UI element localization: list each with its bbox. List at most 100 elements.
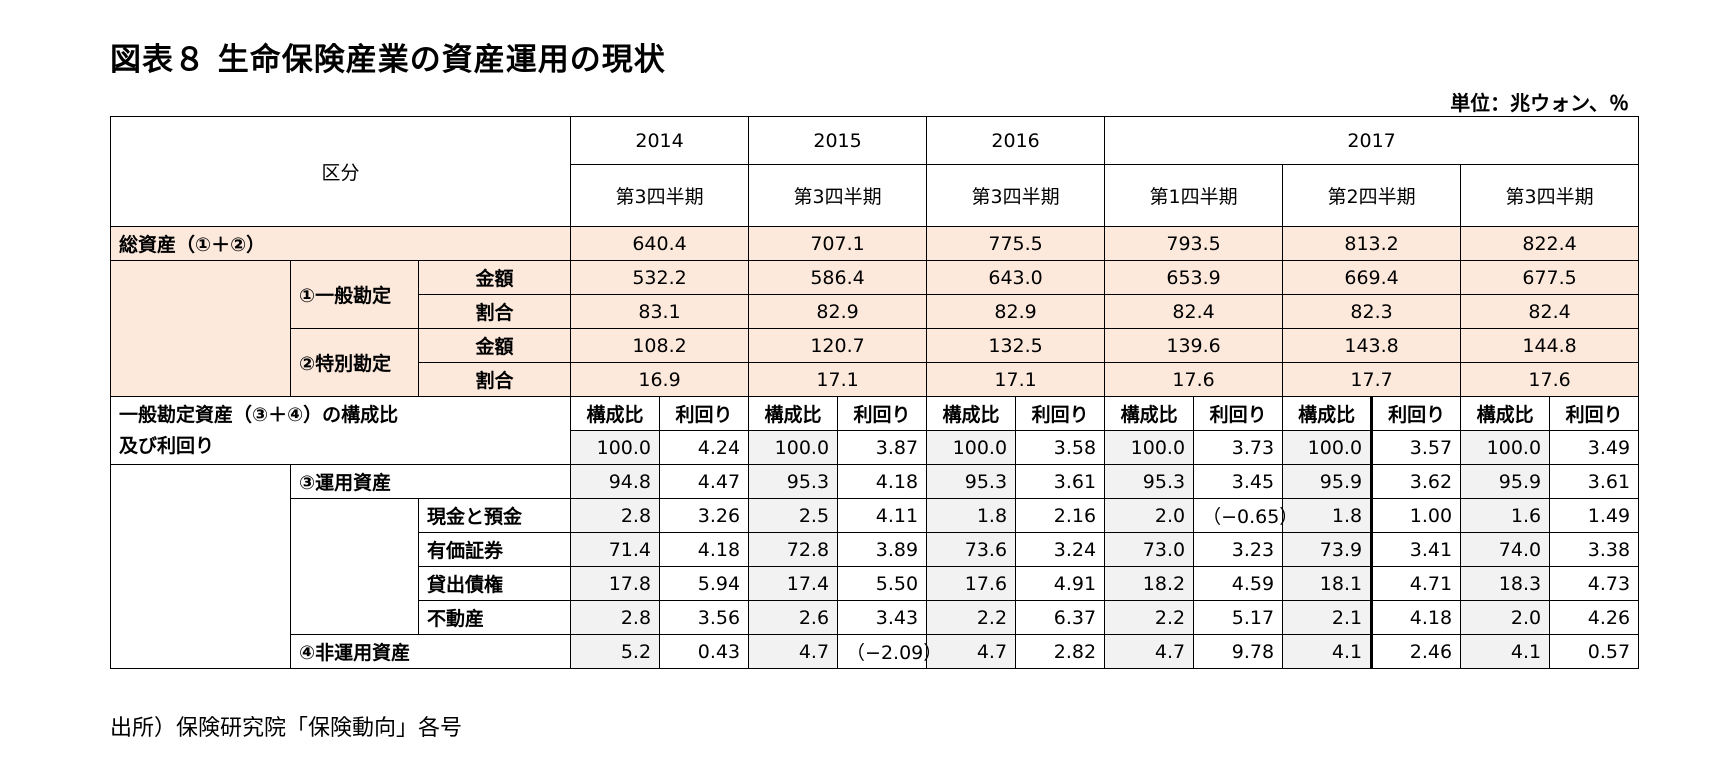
sub-row-value: 71.4 — [570, 532, 661, 567]
sub-row-value: 74.0 — [1460, 532, 1551, 567]
composition-total-value: 3.73 — [1193, 430, 1284, 465]
category-header: 区分 — [109, 116, 572, 227]
sub-row-value: 3.56 — [659, 600, 750, 635]
general-ratio-value: 83.1 — [570, 294, 750, 329]
composition-total-value: 100.0 — [1282, 430, 1373, 465]
non-operating-value: （−2.09） — [837, 634, 942, 669]
page-title: 図表８ 生命保険産業の資産運用の現状 — [110, 42, 666, 78]
yield-col-header: 利回り — [1549, 396, 1640, 431]
year-header: 2014 — [570, 116, 750, 165]
sub-row-value: 4.11 — [837, 498, 928, 533]
sub-row-value: 2.1 — [1282, 600, 1373, 635]
sub-row-value: 1.8 — [926, 498, 1017, 533]
general-amount-value: 532.2 — [570, 260, 750, 295]
general-amount-value: 669.4 — [1282, 260, 1462, 295]
total-assets-value: 707.1 — [748, 226, 928, 261]
year-header: 2016 — [926, 116, 1106, 165]
sub-row-value: 2.16 — [1015, 498, 1106, 533]
sub-row-value: 2.5 — [748, 498, 839, 533]
composition-total-value: 100.0 — [1460, 430, 1551, 465]
sub-row-label: 有価証券 — [417, 532, 572, 567]
operating-value: 95.3 — [926, 464, 1017, 499]
operating-value: 95.3 — [748, 464, 839, 499]
operating-value: 3.62 — [1370, 464, 1462, 499]
sub-row-value: 1.8 — [1282, 498, 1373, 533]
composition-total-value: 100.0 — [570, 430, 661, 465]
operating-assets-label: ③運用資産 — [289, 464, 572, 499]
operating-value: 3.61 — [1549, 464, 1640, 499]
special-ratio-value: 17.6 — [1460, 362, 1640, 397]
general-ratio-value: 82.4 — [1460, 294, 1640, 329]
operating-value: 95.9 — [1460, 464, 1551, 499]
quarter-header: 第3四半期 — [1460, 164, 1640, 227]
sub-row-value: 3.89 — [837, 532, 928, 567]
operating-value: 95.9 — [1282, 464, 1373, 499]
general-ratio-value: 82.9 — [748, 294, 928, 329]
non-operating-value: 2.82 — [1015, 634, 1106, 669]
sub-row-value: 3.24 — [1015, 532, 1106, 567]
composition-total-value: 3.87 — [837, 430, 928, 465]
composition-label-line2: 及び利回り — [109, 430, 572, 465]
special-ratio-value: 16.9 — [570, 362, 750, 397]
operating-value: 94.8 — [570, 464, 661, 499]
composition-total-value: 3.49 — [1549, 430, 1640, 465]
non-operating-value: 4.1 — [1282, 634, 1373, 669]
total-assets-value: 793.5 — [1104, 226, 1284, 261]
yield-col-header: 利回り — [659, 396, 750, 431]
total-assets-value: 640.4 — [570, 226, 750, 261]
sub-row-value: 17.8 — [570, 566, 661, 601]
sub-row-value: 18.2 — [1104, 566, 1195, 601]
sub-row-value: 2.2 — [926, 600, 1017, 635]
share-col-header: 構成比 — [1104, 396, 1195, 431]
general-amount-value: 677.5 — [1460, 260, 1640, 295]
total-assets-value: 775.5 — [926, 226, 1106, 261]
general-ratio-value: 82.3 — [1282, 294, 1462, 329]
non-operating-value: 0.57 — [1549, 634, 1640, 669]
composition-total-value: 3.57 — [1370, 430, 1462, 465]
special-ratio-value: 17.1 — [748, 362, 928, 397]
sub-row-value: 2.2 — [1104, 600, 1195, 635]
sub-row-value: 3.23 — [1193, 532, 1284, 567]
composition-total-value: 100.0 — [926, 430, 1017, 465]
special-account-label: ②特別勘定 — [290, 328, 419, 397]
ratio-label: 割合 — [417, 294, 572, 329]
sub-row-value: 1.6 — [1460, 498, 1551, 533]
sub-row-value: 3.26 — [659, 498, 750, 533]
special-amount-value: 120.7 — [748, 328, 928, 363]
sub-row-value: 18.1 — [1282, 566, 1373, 601]
sub-row-value: 2.8 — [570, 498, 661, 533]
sub-row-value: 73.0 — [1104, 532, 1195, 567]
share-col-header: 構成比 — [926, 396, 1017, 431]
share-col-header: 構成比 — [1460, 396, 1551, 431]
non-operating-value: 0.43 — [659, 634, 750, 669]
non-operating-value: 4.7 — [1104, 634, 1195, 669]
source-note: 出所）保険研究院「保険動向」各号 — [110, 716, 463, 741]
amount-label: 金額 — [417, 328, 572, 363]
blank-cell — [110, 260, 291, 397]
general-amount-value: 586.4 — [748, 260, 928, 295]
year-header: 2015 — [748, 116, 928, 165]
sub-row-label: 現金と預金 — [417, 498, 572, 533]
quarter-header: 第2四半期 — [1282, 164, 1462, 227]
non-operating-value: 2.46 — [1370, 634, 1462, 669]
amount-label: 金額 — [417, 260, 572, 295]
sub-row-value: 17.4 — [748, 566, 839, 601]
unit-label: 単位：兆ウォン、％ — [1450, 91, 1629, 115]
ratio-label: 割合 — [417, 362, 572, 397]
sub-row-value: 4.91 — [1015, 566, 1106, 601]
sub-row-value: 4.73 — [1549, 566, 1640, 601]
sub-row-value: 6.37 — [1015, 600, 1106, 635]
sub-row-value: 2.0 — [1460, 600, 1551, 635]
sub-row-value: 5.50 — [837, 566, 928, 601]
operating-value: 4.18 — [837, 464, 928, 499]
sub-row-value: 4.26 — [1549, 600, 1640, 635]
sub-row-value: 4.18 — [1370, 600, 1462, 635]
blank-cell — [290, 498, 419, 635]
operating-value: 3.61 — [1015, 464, 1106, 499]
special-ratio-value: 17.7 — [1282, 362, 1462, 397]
sub-row-value: 1.49 — [1549, 498, 1640, 533]
operating-value: 95.3 — [1104, 464, 1195, 499]
general-amount-value: 643.0 — [926, 260, 1106, 295]
sub-row-value: 73.6 — [926, 532, 1017, 567]
general-ratio-value: 82.4 — [1104, 294, 1284, 329]
